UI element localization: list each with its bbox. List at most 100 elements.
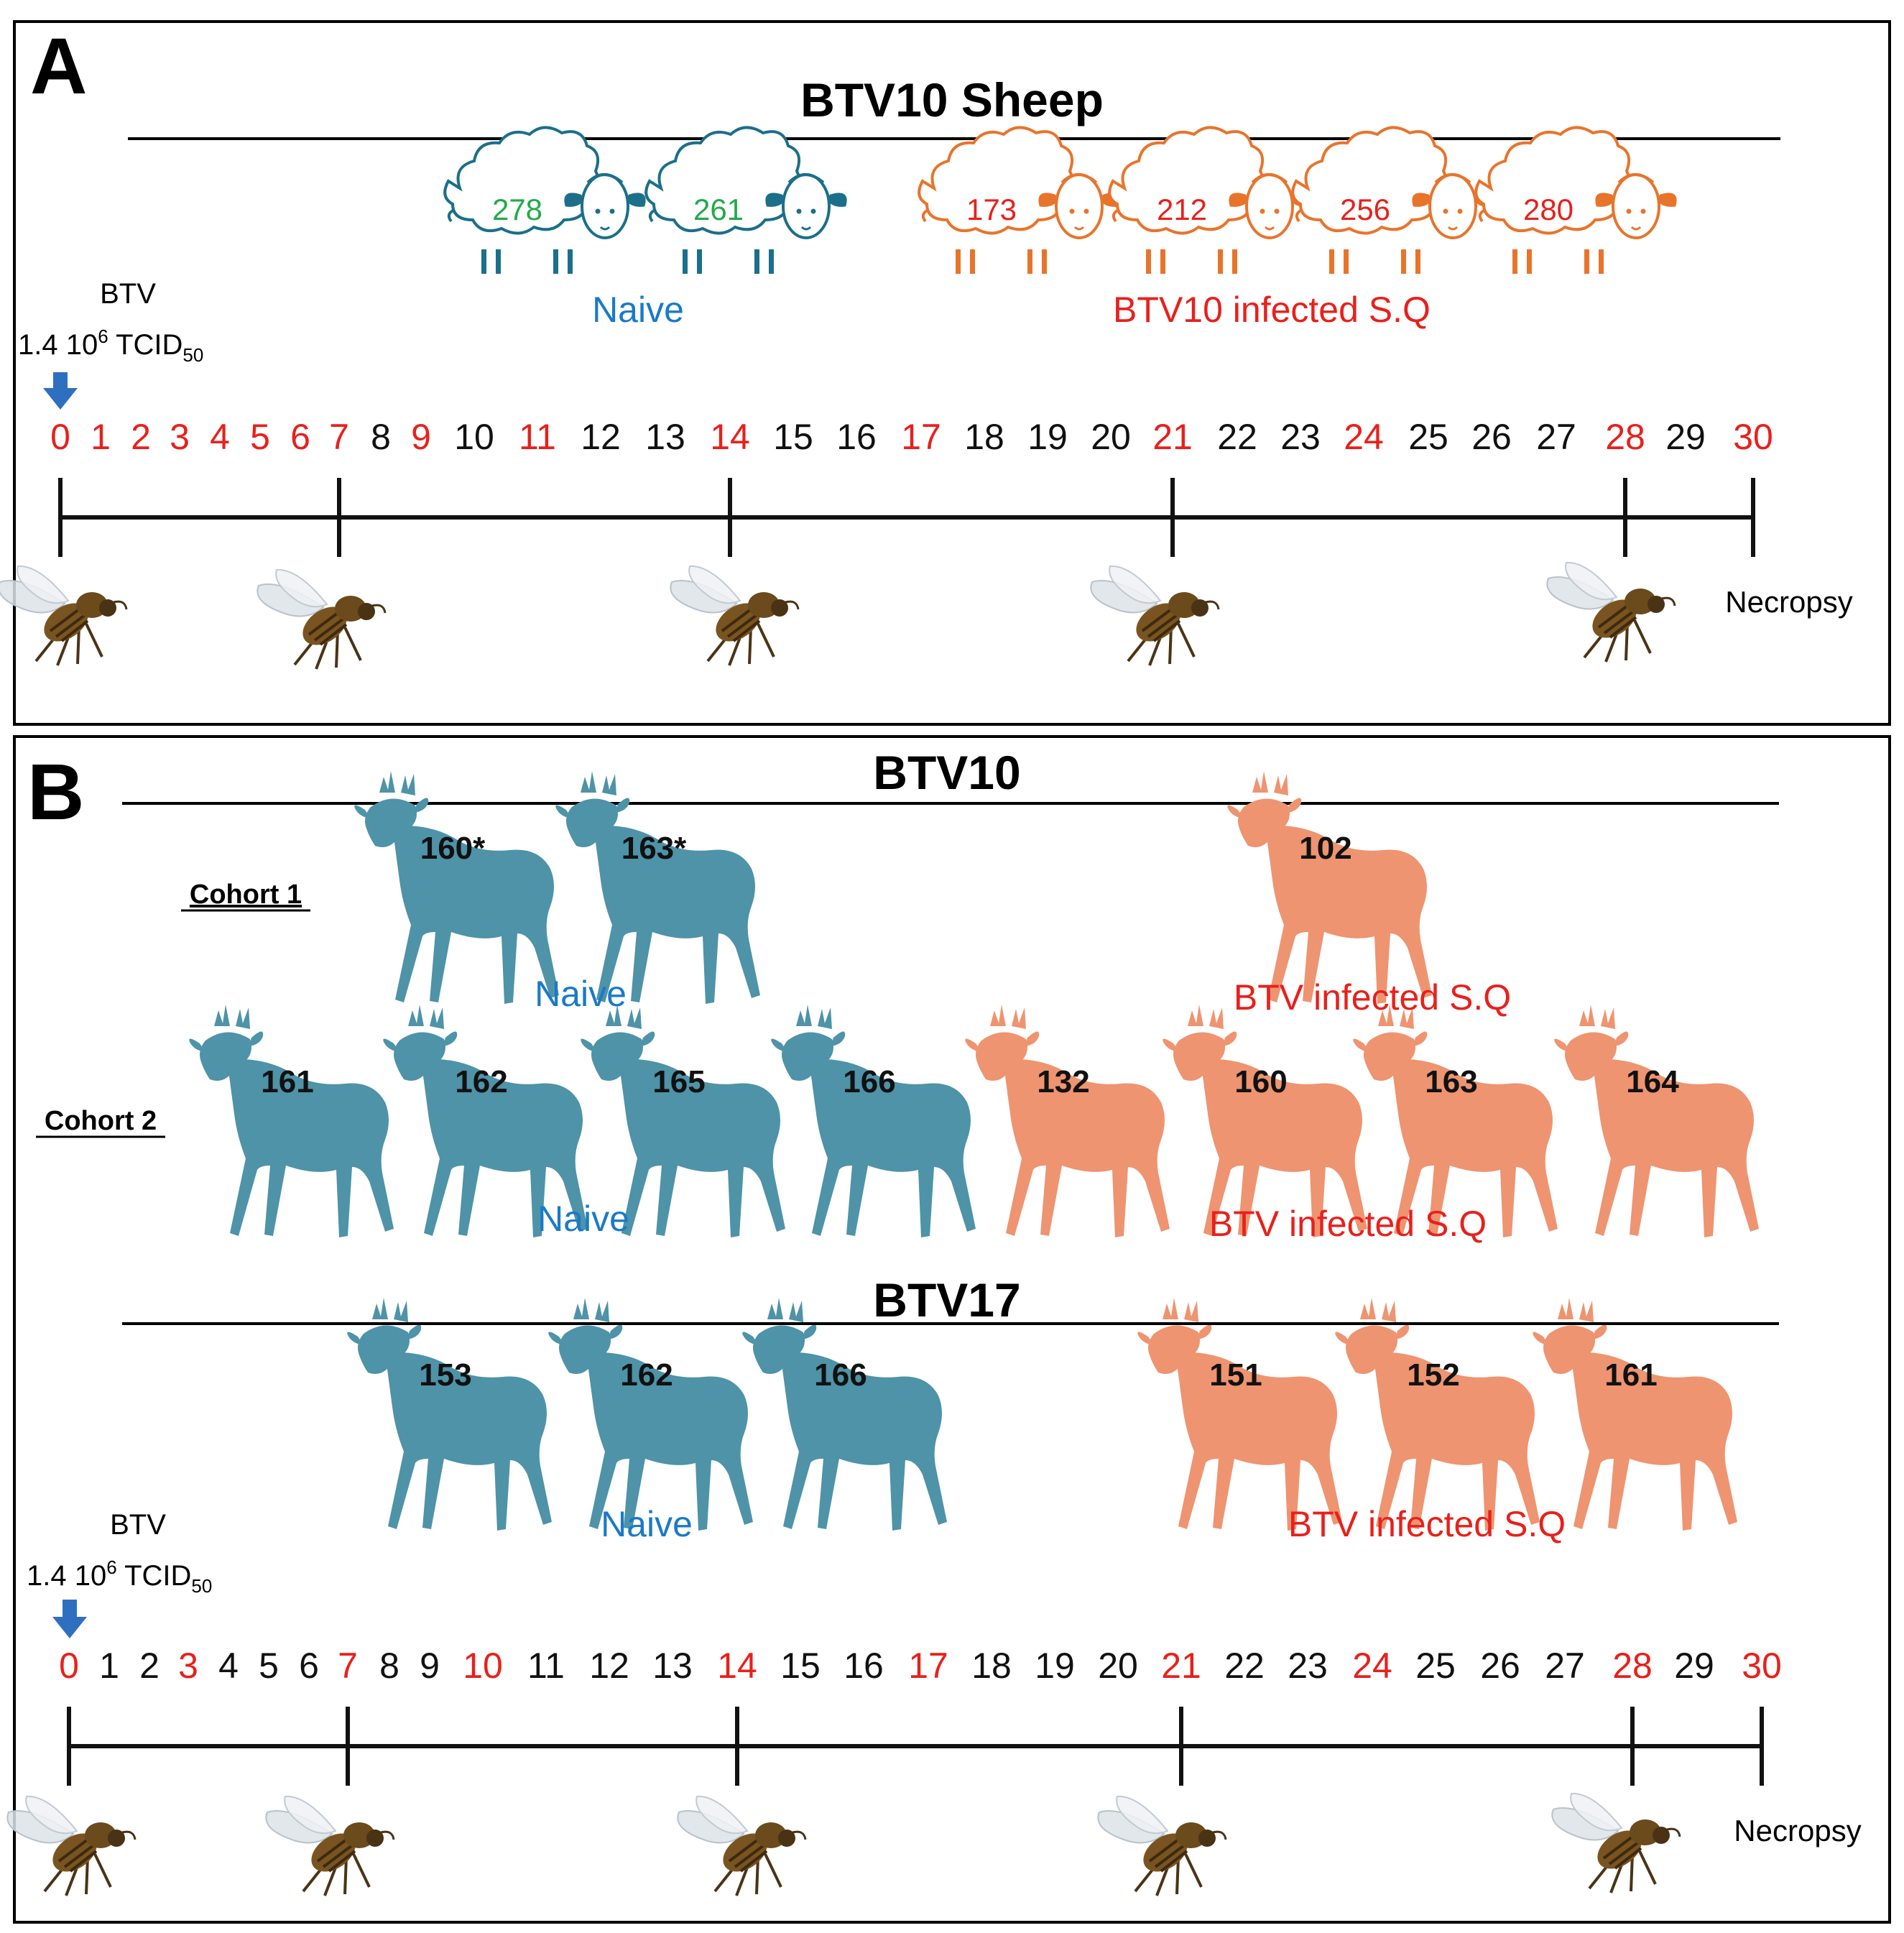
deer-id: 160* (420, 831, 486, 866)
deer-icon: 165 (581, 1005, 785, 1237)
day-label: 4 (218, 1646, 239, 1686)
deer-id: 166 (843, 1064, 895, 1099)
day-label: 22 (1217, 417, 1257, 457)
panel-a-inoculation-arrow (43, 372, 78, 410)
day-label: 5 (250, 417, 270, 457)
btv17-naive-label: Naive (601, 1504, 693, 1544)
deer-icon: 166 (771, 1005, 976, 1237)
deer-id: 162 (455, 1064, 507, 1099)
day-label: 9 (420, 1646, 440, 1686)
btv17-title: BTV17 (873, 1273, 1020, 1327)
midge-icon (6, 1794, 137, 1897)
day-label: 22 (1224, 1646, 1265, 1686)
day-label: 4 (210, 417, 230, 457)
deer-group: 160* 163* 102 161 162 165 166 132 160 163 164 153 16… (189, 771, 1759, 1531)
day-label: 29 (1665, 417, 1706, 457)
day-label: 3 (178, 1646, 198, 1686)
panel-b-border (13, 735, 1891, 1924)
day-label: 23 (1288, 1646, 1328, 1686)
panel-a-naive-label: Naive (592, 290, 684, 330)
day-label: 17 (901, 417, 941, 457)
cohort1-infected-label: BTV infected S.Q (1234, 977, 1511, 1018)
day-label: 1 (91, 417, 111, 457)
deer-id: 102 (1299, 831, 1351, 866)
cohort2-naive-label: Naive (537, 1199, 629, 1239)
day-label: 8 (371, 417, 391, 457)
day-label: 13 (652, 1646, 693, 1686)
cohort2-label: Cohort 2 (45, 1106, 157, 1136)
panel-b-inoculation-arrow (52, 1600, 87, 1638)
deer-icon: 160 (1163, 1005, 1367, 1237)
midge-icon (1096, 1794, 1227, 1897)
deer-icon: 153 (347, 1298, 552, 1531)
midge-icon (1089, 564, 1220, 667)
day-label: 23 (1280, 417, 1321, 457)
sheep-id: 173 (966, 193, 1017, 226)
day-label: 25 (1415, 1646, 1456, 1686)
day-label: 15 (773, 417, 813, 457)
day-label: 13 (645, 417, 685, 457)
sheep-icon: 278 (443, 126, 647, 275)
day-label: 20 (1091, 417, 1131, 457)
day-label: 0 (50, 417, 70, 457)
panel-b-midges (6, 1791, 1681, 1897)
day-label: 28 (1605, 417, 1645, 457)
sheep-id: 212 (1157, 193, 1207, 226)
deer-icon: 162 (383, 1005, 588, 1237)
day-label: 14 (710, 417, 750, 457)
panel-a-dose-line1: BTV (100, 278, 156, 310)
day-label: 16 (844, 1646, 884, 1686)
deer-id: 163 (1425, 1064, 1477, 1099)
day-label: 25 (1408, 417, 1448, 457)
day-label: 28 (1612, 1646, 1653, 1686)
deer-id: 160 (1234, 1064, 1287, 1099)
day-label: 18 (971, 1646, 1012, 1686)
panel-a-infected-label: BTV10 infected S.Q (1113, 290, 1431, 330)
day-label: 8 (379, 1646, 399, 1686)
sheep-icon: 173 (918, 126, 1121, 275)
cohort1-naive-label: Naive (535, 974, 627, 1014)
day-label: 26 (1471, 417, 1512, 457)
btv17-infected-label: BTV infected S.Q (1288, 1504, 1566, 1544)
panel-a-border (13, 20, 1891, 726)
deer-icon: 132 (965, 1005, 1170, 1237)
deer-icon: 166 (742, 1298, 947, 1531)
panel-a-timeline (58, 478, 1755, 557)
midge-icon (676, 1794, 807, 1897)
day-label: 26 (1480, 1646, 1520, 1686)
day-label: 16 (836, 417, 877, 457)
deer-icon: 164 (1554, 1005, 1759, 1237)
deer-icon: 152 (1335, 1298, 1540, 1531)
day-label: 2 (139, 1646, 160, 1686)
panel-b-necropsy: Necropsy (1734, 1814, 1861, 1847)
sheep-id: 278 (492, 193, 542, 226)
deer-icon: 162 (548, 1298, 753, 1531)
day-label: 18 (964, 417, 1004, 457)
panel-b-timeline (67, 1707, 1764, 1786)
midge-icon (1545, 560, 1676, 663)
cohort2-infected-label: BTV infected S.Q (1209, 1204, 1487, 1244)
midge-icon (669, 564, 800, 667)
deer-id: 152 (1407, 1357, 1459, 1393)
day-label: 14 (717, 1646, 757, 1686)
panel-a-day-labels: 0 1 2 3 4 5 6 7 8 9 10 11 12 13 14 15 16 17 18 19 20 21 22 23 24… (50, 417, 1773, 457)
sheep-id: 280 (1523, 193, 1573, 226)
day-label: 6 (299, 1646, 319, 1686)
cohort1-label: Cohort 1 (190, 880, 302, 910)
day-label: 17 (908, 1646, 948, 1686)
deer-icon: 160* (354, 771, 559, 1004)
deer-id: 153 (419, 1357, 471, 1393)
day-label: 12 (589, 1646, 629, 1686)
day-label: 12 (581, 417, 621, 457)
panel-a-necropsy: Necropsy (1725, 585, 1852, 619)
day-label: 30 (1742, 1646, 1782, 1686)
day-label: 29 (1674, 1646, 1714, 1686)
deer-id: 162 (620, 1357, 673, 1393)
deer-id: 165 (652, 1064, 705, 1099)
panel-a-letter: A (30, 22, 87, 111)
day-label: 21 (1161, 1646, 1201, 1686)
panel-b-letter: B (27, 748, 84, 836)
day-label: 6 (290, 417, 310, 457)
deer-icon: 161 (189, 1005, 394, 1237)
